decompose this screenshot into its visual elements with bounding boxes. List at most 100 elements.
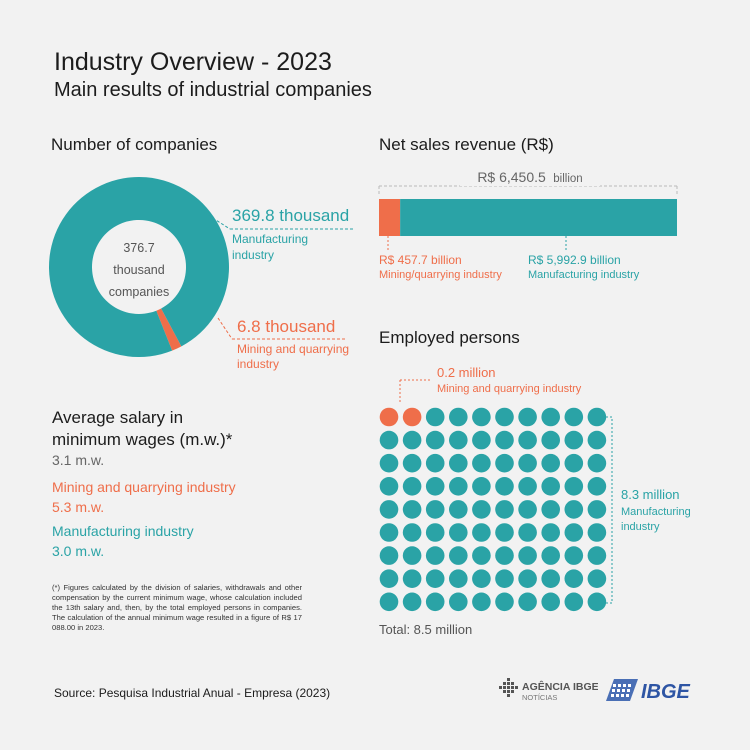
manufacturing-person-dot <box>564 523 584 542</box>
donut-center-line-1: 376.7 <box>123 241 154 255</box>
salary-heading-line-2: minimum wages (m.w.)* <box>52 430 233 449</box>
salary-mining-label: Mining and quarrying industry <box>52 479 236 495</box>
manufacturing-person-dot <box>518 546 537 565</box>
manufacturing-person-dot <box>402 523 422 542</box>
manufacturing-employed-label-2: industry <box>621 521 660 533</box>
donut-center-line-2: thousand <box>113 263 164 277</box>
manufacturing-person-dot <box>425 407 445 427</box>
manufacturing-person-dot <box>495 477 514 496</box>
manufacturing-employed-label-1: Manufacturing <box>621 506 691 518</box>
manufacturing-person-dot <box>379 500 399 519</box>
salary-heading-line-1: Average salary in <box>52 408 184 427</box>
mining-person-dot <box>402 407 422 427</box>
agencia-logo-line-1: AGÊNCIA IBGE <box>522 680 598 693</box>
revenue-total-value: R$ 6,450.5 <box>477 169 546 185</box>
donut-slice-manufacturing <box>49 176 230 357</box>
ibge-logo-text: IBGE <box>641 681 691 703</box>
mining-companies-label-2: industry <box>237 357 279 371</box>
manufacturing-person-dot <box>425 453 445 473</box>
agencia-logo-line-2: NOTÍCIAS <box>522 693 557 702</box>
manufacturing-person-dot <box>495 430 514 450</box>
manufacturing-person-dot <box>541 569 560 588</box>
manufacturing-person-dot <box>518 453 537 473</box>
manufacturing-person-dot <box>587 523 607 542</box>
manufacturing-person-dot <box>564 500 584 519</box>
donut-center-line-3: companies <box>109 285 169 299</box>
manufacturing-person-dot <box>564 407 584 427</box>
manufacturing-person-dot <box>587 477 607 496</box>
manufacturing-companies-label-1: Manufacturing <box>232 232 308 246</box>
page-title: Industry Overview - 2023 <box>54 48 332 76</box>
manufacturing-person-dot <box>564 430 584 450</box>
companies-heading: Number of companies <box>51 135 218 154</box>
manufacturing-person-dot <box>541 477 560 496</box>
manufacturing-person-dot <box>472 500 491 519</box>
manufacturing-person-dot <box>449 500 468 519</box>
manufacturing-person-dot <box>564 453 584 473</box>
bar-manufacturing <box>400 199 677 236</box>
salary-overall-value: 3.1 m.w. <box>52 452 105 468</box>
companies-donut-chart: 376.7 thousand companies 369.8 thousand … <box>49 176 355 371</box>
mining-leader-line <box>217 317 233 340</box>
salary-manufacturing-label: Manufacturing industry <box>52 523 194 539</box>
manufacturing-person-dot <box>472 523 491 542</box>
manufacturing-person-dot <box>449 523 468 542</box>
ibge-logo: IBGE <box>606 679 691 703</box>
manufacturing-person-dot <box>495 453 514 473</box>
employed-icon-grid: 0.2 million Mining and quarrying industr… <box>379 365 691 612</box>
agencia-logo-mark-icon <box>499 678 518 697</box>
manufacturing-person-dot <box>402 546 422 565</box>
employed-total: Total: 8.5 million <box>379 622 473 637</box>
mining-person-dot <box>379 407 399 427</box>
manufacturing-person-dot <box>425 477 445 496</box>
manufacturing-person-dot <box>449 430 468 450</box>
manufacturing-person-dot <box>402 500 422 519</box>
donut-slice-mining <box>156 308 182 351</box>
manufacturing-person-dot <box>402 453 422 473</box>
footnote: (*) Figures calculated by the division o… <box>52 583 302 632</box>
manufacturing-person-dot <box>379 592 399 612</box>
manufacturing-person-dot <box>402 477 422 496</box>
manufacturing-person-dot <box>472 546 491 565</box>
manufacturing-employed-value: 8.3 million <box>621 487 680 502</box>
mining-revenue-value: R$ 457.7 billion <box>379 253 462 267</box>
manufacturing-companies-value: 369.8 thousand <box>232 206 349 225</box>
manufacturing-person-dot <box>564 477 584 496</box>
manufacturing-person-dot <box>425 546 445 565</box>
manufacturing-person-dot <box>402 569 422 588</box>
revenue-bar-chart: R$ 6,450.5 billion R$ 457.7 billion Mini… <box>378 168 678 281</box>
manufacturing-person-dot <box>449 407 468 427</box>
agencia-ibge-logo: AGÊNCIA IBGE NOTÍCIAS <box>499 678 598 702</box>
manufacturing-person-dot <box>541 500 560 519</box>
revenue-total-unit: billion <box>553 173 582 185</box>
manufacturing-person-dot <box>518 592 537 612</box>
manufacturing-person-dot <box>564 569 584 588</box>
manufacturing-person-dot <box>425 592 445 612</box>
manufacturing-person-dot <box>449 546 468 565</box>
manufacturing-person-dot <box>518 407 537 427</box>
manufacturing-person-dot <box>495 592 514 612</box>
manufacturing-person-dot <box>472 477 491 496</box>
manufacturing-person-dot <box>379 546 399 565</box>
mining-companies-value: 6.8 thousand <box>237 317 335 336</box>
manufacturing-person-dot <box>379 430 399 450</box>
salary-manufacturing-value: 3.0 m.w. <box>52 543 105 559</box>
manufacturing-person-dot <box>379 453 399 473</box>
manufacturing-person-dot <box>587 407 607 427</box>
mining-employed-value: 0.2 million <box>437 365 496 380</box>
manufacturing-person-dot <box>518 569 537 588</box>
manufacturing-person-dot <box>425 523 445 542</box>
manufacturing-person-dot <box>564 546 584 565</box>
manufacturing-person-dot <box>472 453 491 473</box>
manufacturing-person-dot <box>587 592 607 612</box>
manufacturing-person-dot <box>449 592 468 612</box>
salary-mining-value: 5.3 m.w. <box>52 499 105 515</box>
manufacturing-person-dot <box>587 500 607 519</box>
manufacturing-person-dot <box>541 592 560 612</box>
manufacturing-person-dot <box>587 430 607 450</box>
manufacturing-person-dot <box>402 592 422 612</box>
manufacturing-person-dot <box>472 430 491 450</box>
revenue-total-label-bg <box>460 168 600 186</box>
ibge-logo-mark-icon <box>606 679 638 701</box>
manufacturing-person-dot <box>472 592 491 612</box>
